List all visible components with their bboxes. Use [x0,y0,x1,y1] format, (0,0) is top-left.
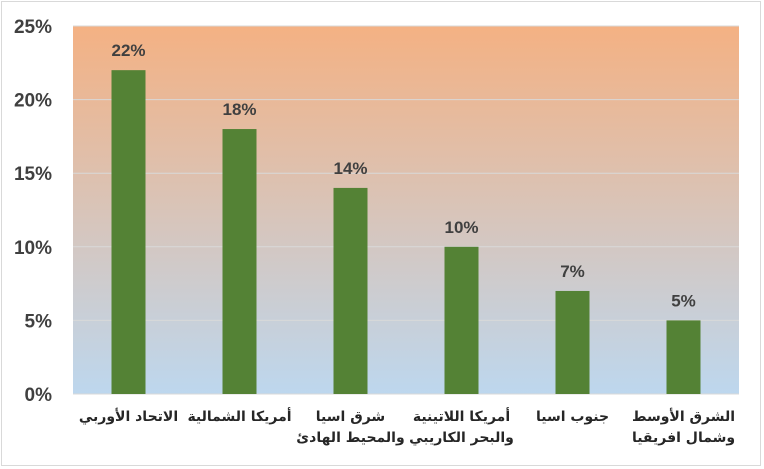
data-label: 10% [444,218,478,237]
y-tick-label: 10% [14,238,52,259]
plot-area [73,26,739,394]
x-axis-category-labels: الاتحاد الأوربي أمريكا الشمالية شرق اسيا وا… [79,407,735,446]
y-tick-label: 15% [14,164,52,185]
category-label: جنوب اسيا [536,409,609,425]
data-label: 18% [222,100,256,119]
category-label: أمريكا اللاتينية والبحر الكاريبي [409,407,514,446]
y-tick-label: 5% [25,311,53,332]
category-label: شرق اسيا والمحيط الهادئ [296,409,404,446]
y-tick-label: 25% [14,17,52,38]
y-axis-tick-labels: 0% 5% 10% 15% 20% 25% [14,17,52,406]
bar [222,129,257,395]
data-labels: 22% 18% 14% 10% 7% 5% [111,41,695,310]
y-tick-label: 0% [25,385,53,406]
bar [333,187,368,394]
bar [444,246,479,394]
category-label: الاتحاد الأوربي [79,408,178,425]
gridlines [73,25,739,395]
bars [111,70,701,395]
data-label: 7% [560,262,585,281]
category-label: أمريكا الشمالية [187,407,291,425]
bar [666,320,701,394]
y-tick-label: 20% [14,91,52,112]
data-label: 5% [671,291,696,310]
data-label: 14% [333,159,367,178]
bar [555,290,590,394]
bar [111,70,146,394]
category-label: الشرق الأوسط وشمال افريقيا [632,408,735,446]
data-label: 22% [111,41,145,60]
